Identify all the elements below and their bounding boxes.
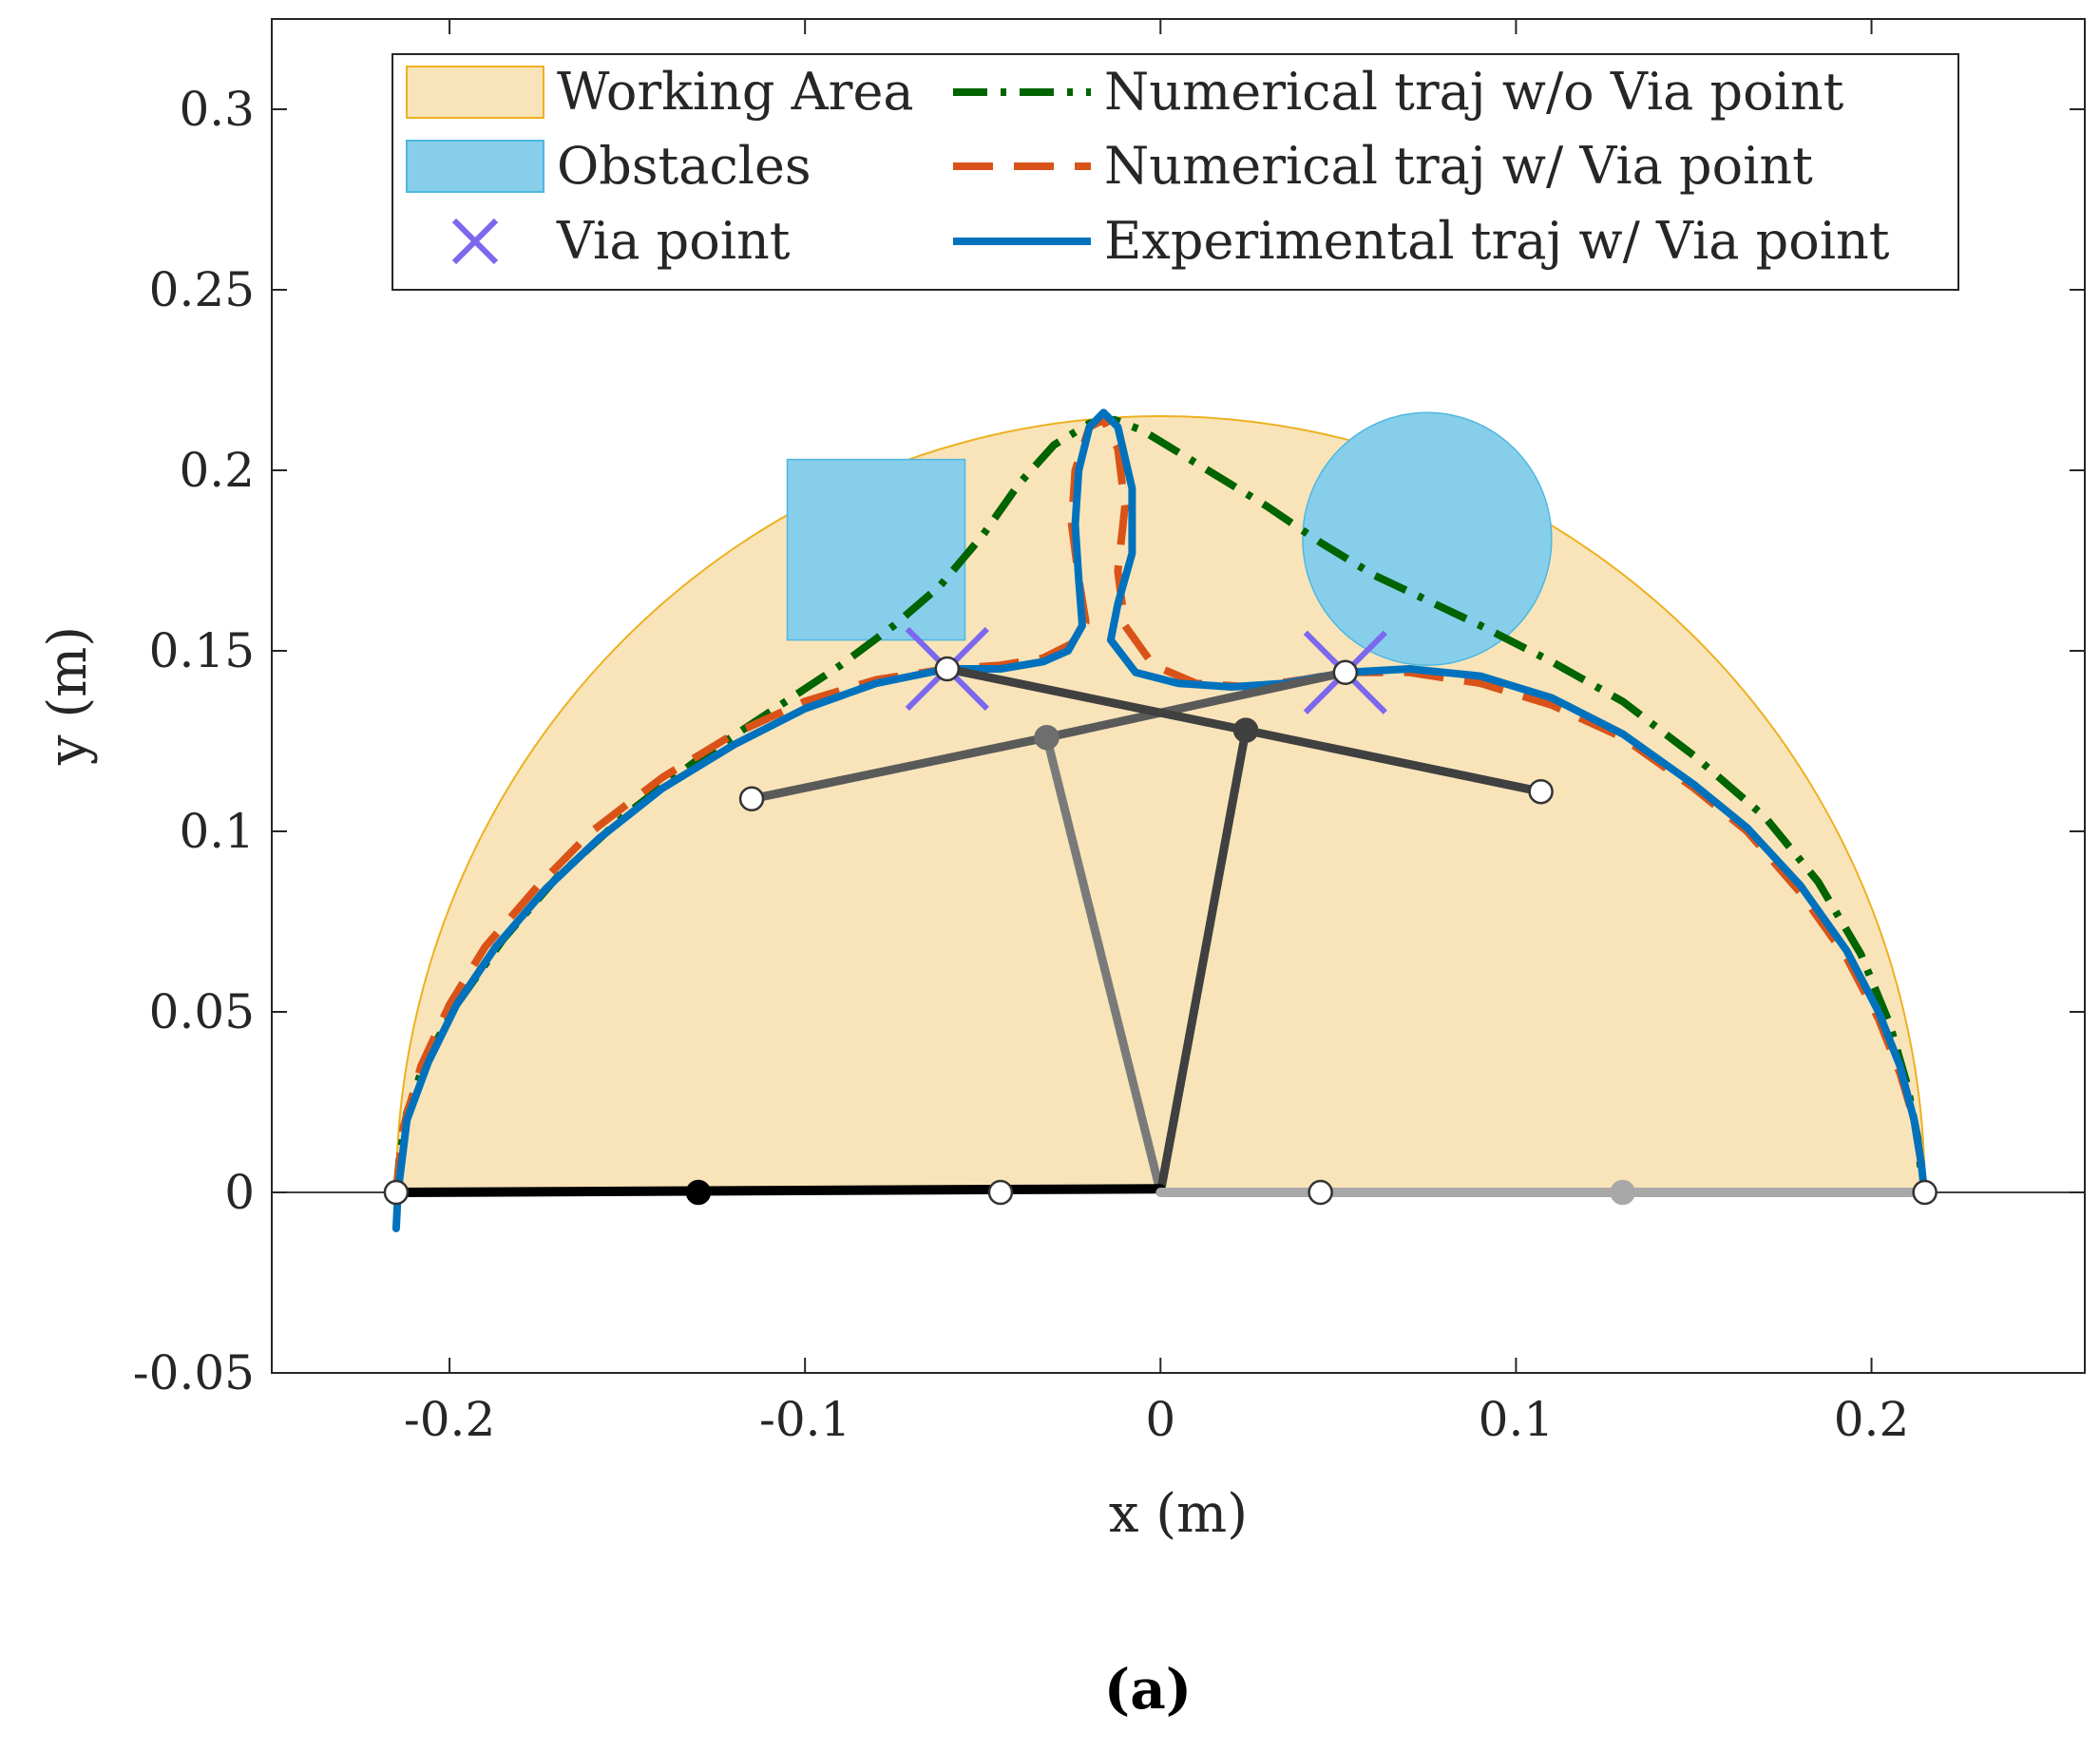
legend-label: Numerical traj w/ Via point [1104, 136, 1813, 196]
plot-area [272, 409, 2085, 1232]
x-tick-label: 0.2 [1834, 1392, 1910, 1447]
legend-label: Obstacles [557, 136, 811, 196]
legend-entry-working-area: Working Area [406, 62, 914, 122]
joint-4 [1308, 1179, 1333, 1206]
legend-label: Numerical traj w/o Via point [1104, 62, 1844, 122]
joint-7 [738, 786, 765, 812]
axes-box [271, 18, 2086, 1374]
joint-3 [987, 1179, 1014, 1206]
joint-5 [1610, 1179, 1635, 1206]
x-tick-label: 0 [1145, 1392, 1175, 1447]
y-tick-label: 0.25 [149, 262, 255, 317]
legend: Working Area Obstacles Via point Numerical … [391, 53, 1959, 291]
joint-9 [1232, 717, 1259, 743]
x-tick-label: 0.1 [1479, 1392, 1555, 1447]
joint-2 [685, 1179, 712, 1206]
legend-label: Via point [556, 211, 791, 271]
joint-6 [1912, 1179, 1938, 1206]
legend-box [391, 53, 1959, 291]
x-axis-label: x (m) [1109, 1483, 1248, 1545]
y-tick-label: 0.1 [179, 804, 255, 859]
mechanism-link-4 [1155, 726, 1250, 1197]
working-area [394, 414, 1926, 1193]
legend-entry-via-point: Via point [451, 211, 791, 271]
legend-entry-experimental-traj-w-via-point: Experimental traj w/ Via point [953, 211, 1890, 271]
y-tick-label: 0.2 [179, 443, 255, 498]
joint-8 [1034, 724, 1060, 751]
axis-ticks: -0.2 -0.1 0 0.1 0.2 -0.05 0 0.05 0.1 0.15 0.2 0.25 0… [133, 19, 2085, 1447]
mechanism-link-5 [391, 1184, 1166, 1197]
legend-label: Experimental traj w/ Via point [1104, 211, 1890, 271]
legend-marker-stroke [451, 218, 499, 265]
obstacle-square [786, 458, 966, 641]
y-axis-label: y (m) [37, 626, 99, 766]
x-tick-label: -0.1 [759, 1392, 850, 1447]
x-tick-label: -0.2 [404, 1392, 495, 1447]
legend-entry-numerical-traj-w-o-via-point: Numerical traj w/o Via point [953, 62, 1844, 122]
y-tick-label: -0.05 [133, 1345, 255, 1400]
legend-swatch [406, 66, 544, 119]
joint-12 [1332, 659, 1359, 686]
legend-swatch [406, 140, 544, 193]
y-tick-label: 0.3 [179, 82, 255, 137]
mechanism-link-2 [1042, 733, 1165, 1197]
legend-label: Working Area [557, 62, 914, 122]
y-tick-label: 0.15 [149, 623, 255, 678]
obstacle-circle [1302, 411, 1553, 666]
joint-1 [383, 1179, 410, 1206]
y-tick-label: 0.05 [149, 984, 255, 1039]
joint-10 [1528, 778, 1554, 805]
y-tick-label: 0 [224, 1165, 255, 1220]
figure-caption: (a) [1104, 1657, 1192, 1722]
legend-entry-obstacles: Obstacles [406, 136, 811, 196]
joint-11 [934, 656, 961, 682]
series-experimental-traj-w-via-point [391, 409, 1929, 1232]
legend-entry-numerical-traj-w-via-point: Numerical traj w/ Via point [953, 136, 1813, 196]
